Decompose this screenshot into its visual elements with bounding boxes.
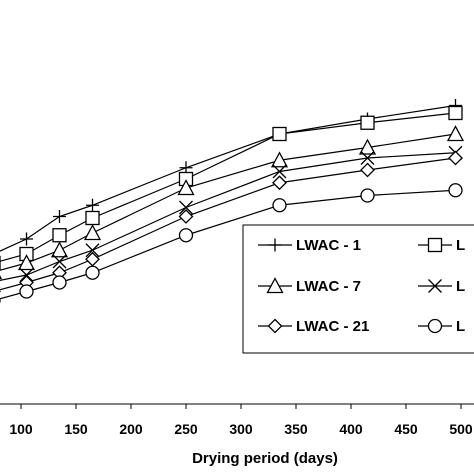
data-point-cross xyxy=(52,254,67,269)
data-point-circle xyxy=(52,275,67,290)
data-point-diamond xyxy=(448,150,463,166)
x-tick-label: 350 xyxy=(284,421,308,437)
data-point-circle xyxy=(448,183,463,198)
data-point-cross xyxy=(360,151,375,165)
data-point-diamond xyxy=(178,209,194,224)
x-tick-label: 200 xyxy=(119,421,143,437)
data-point-plus xyxy=(86,198,99,212)
legend-marker-cross xyxy=(428,279,442,293)
data-point-circle xyxy=(19,284,34,299)
legend-marker-diamond xyxy=(267,318,283,334)
data-point-plus xyxy=(53,210,66,223)
data-point-triangle xyxy=(17,254,36,271)
data-point-cross xyxy=(179,200,193,215)
legend-label: L xyxy=(456,318,465,335)
data-point-square xyxy=(360,115,375,130)
data-point-square xyxy=(272,126,287,142)
legend-marker-triangle xyxy=(266,277,284,294)
x-tick-label: 500 xyxy=(449,421,473,437)
data-point-diamond xyxy=(360,162,375,178)
series-square xyxy=(0,105,463,271)
series-layer xyxy=(0,99,465,304)
data-point-circle xyxy=(272,198,287,213)
data-point-circle xyxy=(85,265,100,280)
x-tick-label: 300 xyxy=(229,421,253,437)
data-point-triangle xyxy=(358,138,377,155)
legend-label: LWAC - 7 xyxy=(296,278,361,295)
data-point-plus xyxy=(20,232,33,246)
legend-label: LWAC - 1 xyxy=(296,237,361,254)
legend: LWAC - 1 L LWAC - 7 L LWAC - 21 L xyxy=(242,224,474,354)
data-point-triangle xyxy=(177,179,195,196)
x-axis-title: Drying period (days) xyxy=(192,450,338,467)
series-cross xyxy=(0,145,463,289)
series-triangle xyxy=(0,125,465,280)
x-tick-label: 100 xyxy=(9,421,33,437)
data-point-triangle xyxy=(446,125,465,142)
x-tick-label: 150 xyxy=(64,421,88,437)
data-point-circle xyxy=(178,228,194,243)
x-tick-label: 400 xyxy=(339,421,363,437)
series-circle xyxy=(0,183,463,304)
data-point-triangle xyxy=(50,241,69,258)
legend-label: L xyxy=(456,278,465,295)
x-tick-label: 250 xyxy=(174,421,198,437)
data-point-circle xyxy=(360,188,375,203)
series-diamond xyxy=(0,150,463,293)
x-tick-label: 450 xyxy=(394,421,418,437)
legend-label: L xyxy=(456,237,465,254)
data-point-square xyxy=(448,105,463,121)
data-point-cross xyxy=(272,164,287,179)
x-ticks: 100 150 200 250 300 350 400 450 500 xyxy=(9,404,473,437)
data-point-square xyxy=(85,210,100,226)
legend-marker-plus xyxy=(268,238,282,252)
legend-marker-square xyxy=(427,237,443,253)
data-point-triangle xyxy=(83,224,102,241)
data-point-square xyxy=(52,228,67,243)
legend-label: LWAC - 21 xyxy=(296,318,369,335)
data-point-triangle xyxy=(0,275,3,280)
data-point-triangle xyxy=(270,151,289,168)
data-point-diamond xyxy=(272,175,287,191)
data-point-cross xyxy=(19,268,34,282)
data-point-cross xyxy=(85,243,100,258)
legend-marker-circle xyxy=(427,318,443,334)
